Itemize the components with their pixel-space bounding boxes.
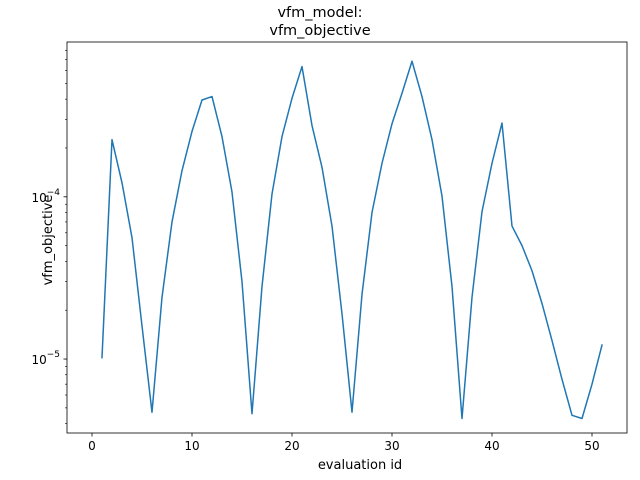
y-axis-label: vfm_objective <box>40 194 56 286</box>
x-tick-label: 30 <box>384 439 399 453</box>
plot-frame <box>66 41 628 434</box>
x-tick-label: 0 <box>88 439 96 453</box>
chart-title-line-2: vfm_objective <box>269 23 371 39</box>
x-axis-label: evaluation id <box>317 458 403 473</box>
x-tick-label: 50 <box>584 439 599 453</box>
x-tick-label: 40 <box>484 439 499 453</box>
x-tick-label: 10 <box>184 439 199 453</box>
y-tick-label: 10−4 <box>31 188 60 205</box>
x-tick-label: 20 <box>284 439 299 453</box>
y-tick-label: 10−5 <box>31 350 60 367</box>
series-line-0 <box>101 60 603 420</box>
chart-title-line-1: vfm_model: <box>277 5 363 21</box>
